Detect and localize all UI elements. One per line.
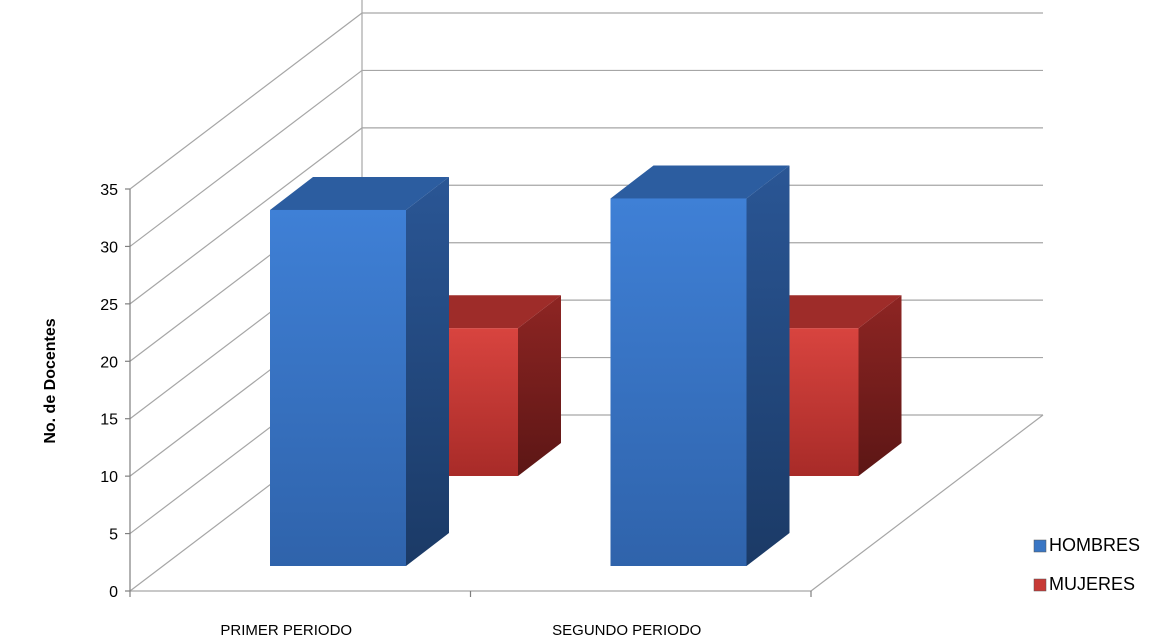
y-tick-label-25: 25 [100,297,118,314]
bars [270,165,902,566]
bar-hombres-1-top [610,165,790,199]
legend: HOMBRES MUJERES [1033,535,1140,594]
bar-mujeres-1-side [858,295,902,476]
legend-label-hombres: HOMBRES [1049,535,1140,555]
x-category-label-1: SEGUNDO PERIODO [552,622,701,637]
x-axis: PRIMER PERIODO SEGUNDO PERIODO [129,591,812,637]
legend-swatch-hombres [1033,539,1047,553]
bar-hombres-0-front [270,209,406,566]
bar-hombres-1 [610,165,790,566]
y-axis-title: No. de Docentes [42,318,59,443]
bar-hombres-1-side [746,165,790,566]
x-category-label-0: PRIMER PERIODO [220,622,352,637]
y-tick-label-15: 15 [100,412,118,429]
legend-item-hombres: HOMBRES [1033,535,1140,555]
y-tick-label-20: 20 [100,354,118,371]
y-tick-label-0: 0 [109,584,118,601]
legend-item-mujeres: MUJERES [1033,574,1135,594]
bar-hombres-0-top [270,176,449,210]
y-tick-label-30: 30 [100,239,118,256]
gridline-side-25 [129,127,363,305]
gridlines [129,0,1043,592]
y-axis: 0 5 10 15 20 25 30 35 [100,182,131,601]
y-tick-label-5: 5 [109,527,118,544]
bar-mujeres-0-side [518,295,561,476]
bar-hombres-1-front [610,198,747,566]
chart-floor [130,414,1044,592]
legend-label-mujeres: MUJERES [1049,574,1135,594]
legend-swatch-mujeres [1033,578,1047,592]
bar-hombres-0-side [406,176,449,566]
y-tick-label-10: 10 [100,469,118,486]
gridline-side-30 [129,69,363,247]
floor-right-edge [810,414,1044,592]
gridline-side-35 [129,12,363,190]
bar-hombres-0 [270,176,449,566]
y-tick-label-35: 35 [100,182,118,199]
